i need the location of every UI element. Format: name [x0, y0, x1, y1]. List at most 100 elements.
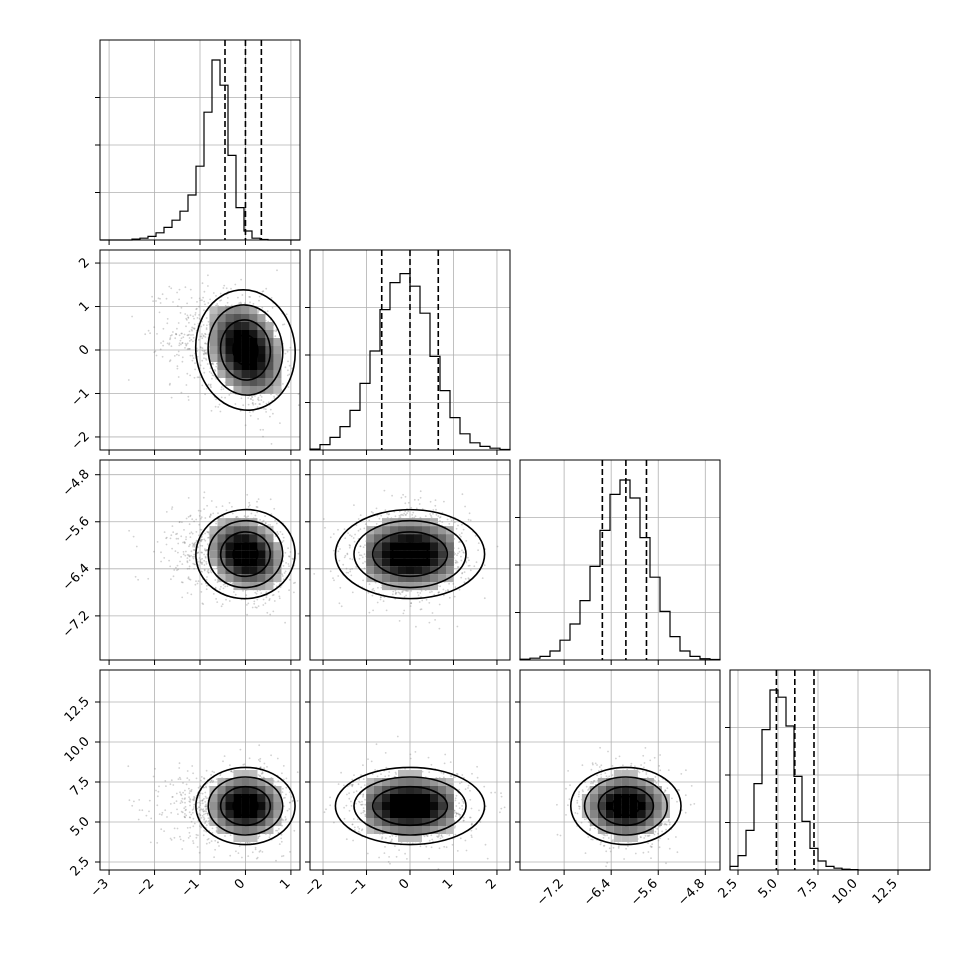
sample-point [254, 514, 257, 517]
sample-point [199, 560, 202, 563]
sample-point [268, 598, 271, 600]
density-cell [414, 550, 422, 559]
sample-point [209, 513, 212, 516]
sample-point [184, 347, 186, 349]
sample-point [128, 529, 131, 532]
sample-point [193, 806, 195, 808]
sample-point [281, 791, 284, 794]
sample-point [353, 504, 355, 506]
sample-point [165, 511, 168, 513]
sample-point [359, 545, 362, 548]
sample-point [256, 500, 258, 503]
panel-frame-2-0 [99, 459, 301, 661]
sample-point [204, 332, 206, 335]
sample-point [285, 786, 288, 789]
sample-point [368, 583, 371, 586]
sample-point [249, 296, 252, 298]
sample-point [297, 404, 300, 406]
sample-point [202, 496, 205, 499]
sample-point [453, 521, 456, 524]
sample-point [203, 817, 206, 820]
density-cell [390, 550, 398, 559]
sample-point [177, 376, 180, 378]
sample-point [455, 560, 458, 563]
sample-point [188, 348, 191, 350]
sample-point [236, 515, 239, 518]
sample-point [266, 766, 268, 768]
sample-point [378, 517, 381, 520]
sample-point [253, 600, 256, 603]
panel-2-2 [515, 459, 721, 665]
density-cell [398, 558, 406, 567]
sample-point [279, 422, 281, 424]
density-cell [257, 582, 266, 591]
sample-point [186, 342, 189, 345]
density-cell [257, 362, 266, 370]
density-cell [209, 550, 218, 559]
sample-point [353, 540, 356, 543]
sample-point [277, 832, 280, 834]
density-cell [430, 518, 438, 527]
sample-point [162, 344, 165, 347]
sample-point [404, 514, 407, 516]
density-cell [257, 534, 266, 543]
density-cell [422, 558, 430, 567]
sample-point [288, 565, 290, 567]
sample-point [481, 577, 484, 579]
sample-point [289, 851, 291, 853]
sample-point [387, 513, 390, 516]
sample-point [402, 493, 404, 496]
sample-point [266, 310, 269, 312]
sample-point [469, 519, 472, 522]
sample-point [180, 556, 183, 558]
density-cell [249, 378, 258, 386]
sample-point [206, 504, 209, 507]
density-cell [390, 542, 398, 551]
sample-point [262, 435, 264, 438]
sample-point [254, 403, 257, 405]
sample-point [195, 531, 198, 533]
sample-point [168, 285, 171, 288]
contour-1-0-1 [219, 319, 272, 381]
density-cell [249, 330, 258, 338]
sample-point [209, 781, 212, 784]
sample-point [340, 605, 343, 608]
sample-point [444, 590, 447, 592]
sample-point [421, 599, 424, 602]
sample-point [207, 820, 210, 822]
sample-point [288, 801, 291, 804]
sample-point [183, 816, 186, 818]
density-cell [249, 386, 258, 394]
sample-point [288, 373, 291, 376]
sample-point [349, 568, 352, 571]
sample-point [181, 581, 184, 584]
sample-point [398, 510, 401, 513]
sample-point [215, 295, 217, 297]
density-cell [382, 582, 390, 591]
density-cell [257, 314, 266, 322]
sample-point [158, 311, 161, 314]
sample-point [293, 829, 296, 832]
sample-point [262, 604, 265, 606]
sample-point [338, 602, 341, 605]
sample-point [462, 551, 465, 553]
sample-point [203, 357, 205, 360]
sample-point [247, 602, 250, 605]
sample-point [287, 360, 289, 363]
sample-point [194, 583, 197, 586]
density-cell [217, 574, 226, 583]
sample-point [170, 287, 173, 290]
sample-point [215, 506, 218, 508]
sample-point [207, 320, 210, 323]
sample-point [199, 510, 202, 512]
sample-point [214, 405, 217, 408]
contour-2-0-2 [207, 519, 284, 589]
sample-point [268, 599, 271, 602]
sample-point [483, 564, 486, 567]
sample-point [231, 583, 234, 585]
sample-point [347, 532, 349, 534]
sample-point [254, 606, 257, 609]
density-cell [217, 542, 226, 551]
contour-2-0-0 [232, 542, 259, 567]
sample-point [189, 288, 192, 291]
